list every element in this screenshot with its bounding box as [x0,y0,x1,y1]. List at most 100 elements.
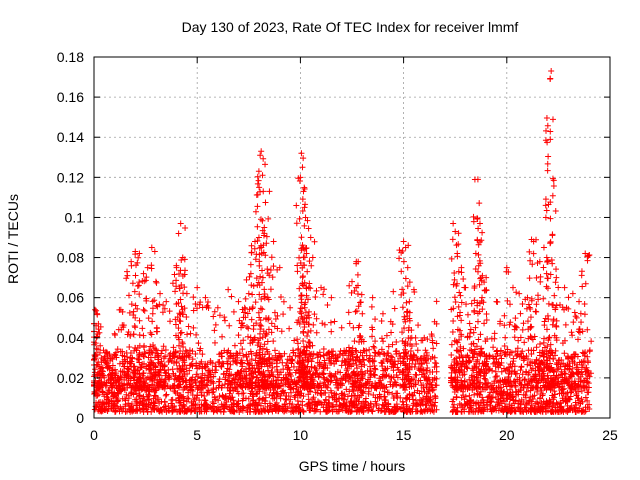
data-point [561,284,568,291]
data-point [120,322,127,329]
data-point [369,408,376,415]
data-point [339,402,346,409]
data-point [301,204,308,211]
data-point [288,404,295,411]
data-point [152,278,159,285]
data-point [357,333,364,340]
data-point [194,392,201,399]
data-point [304,376,311,383]
data-point [297,259,304,266]
data-point [549,116,556,123]
data-point [270,263,277,270]
data-point [144,382,151,389]
data-point [353,408,360,415]
data-point [162,353,169,360]
data-point [479,294,486,301]
data-point [315,382,322,389]
data-point [141,342,148,349]
data-point [427,398,434,405]
data-point [392,348,399,355]
data-point [226,406,233,413]
data-point [534,400,541,407]
data-point [230,353,237,360]
data-point [265,367,272,374]
data-point [381,388,388,395]
data-point [506,401,513,408]
data-point [176,317,183,324]
data-point [261,355,268,362]
data-point [383,332,390,339]
data-point [381,351,388,358]
data-point [304,217,311,224]
data-point [552,279,559,286]
data-point [309,254,316,261]
data-point [265,356,272,363]
data-point [107,354,114,361]
data-point [385,343,392,350]
data-point [312,293,319,300]
data-point [451,270,458,277]
data-point [169,280,176,287]
data-point [170,344,177,351]
data-point [156,400,163,407]
data-point [369,333,376,340]
data-point [211,308,218,315]
data-point [399,398,406,405]
data-point [390,374,397,381]
data-point [453,408,460,415]
data-point [167,384,174,391]
data-point [566,405,573,412]
data-point [519,371,526,378]
data-point [358,374,365,381]
data-point [216,359,223,366]
data-point [179,373,186,380]
data-point [173,301,180,308]
data-point [226,378,233,385]
data-point [551,388,558,395]
data-point [486,366,493,373]
data-point [113,384,120,391]
data-point [423,393,430,400]
data-point [515,337,522,344]
data-point [96,378,103,385]
data-point [259,274,266,281]
data-point [227,361,234,368]
data-point [296,285,303,292]
data-point [282,362,289,369]
data-point [516,374,523,381]
data-point [254,223,261,230]
data-point [178,281,185,288]
data-point [371,371,378,378]
data-point [94,310,101,317]
data-point [562,393,569,400]
data-point [462,393,469,400]
data-point [225,286,232,293]
data-point [183,290,190,297]
data-point [474,215,481,222]
data-point [293,202,300,209]
data-point [519,348,526,355]
data-point [399,304,406,311]
data-point [294,340,301,347]
data-point [130,391,137,398]
data-point [198,374,205,381]
data-point [340,396,347,403]
data-point [303,245,310,252]
data-point [205,367,212,374]
data-point [261,286,268,293]
data-point [167,318,174,325]
data-point [320,352,327,359]
data-point [325,393,332,400]
data-point [141,278,148,285]
data-point [546,334,553,341]
data-point [125,365,132,372]
data-point [351,338,358,345]
data-point [234,360,241,367]
data-point [549,403,556,410]
data-point [577,310,584,317]
data-point [328,294,335,301]
data-point [166,308,173,315]
data-point [267,266,274,273]
data-point [312,365,319,372]
data-point [512,348,519,355]
